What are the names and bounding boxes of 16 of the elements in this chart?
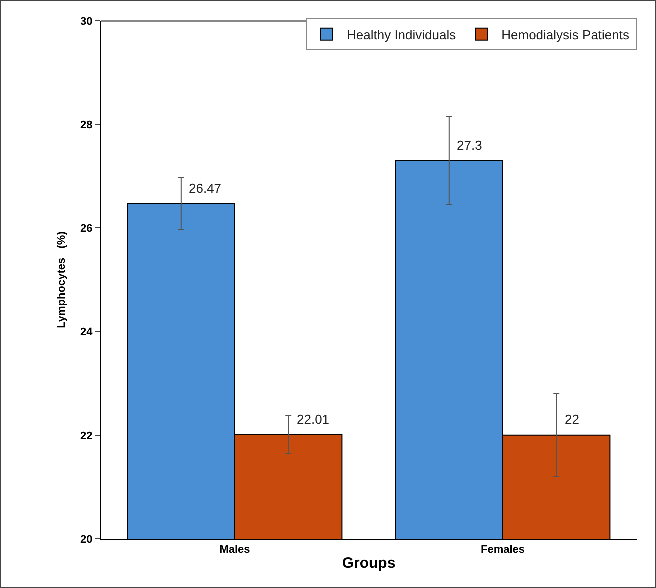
legend-label: Hemodialysis Patients xyxy=(502,27,630,42)
y-tick-label: 20 xyxy=(80,534,93,546)
y-tick-label: 28 xyxy=(80,119,93,132)
data-label: 22.01 xyxy=(297,412,330,427)
y-tick-label: 22 xyxy=(80,430,93,442)
y-tick-label: 30 xyxy=(80,16,93,28)
y-axis-title: Lymphocytes (%) xyxy=(56,231,68,328)
y-tick-label: 24 xyxy=(80,326,94,339)
data-label: 26.47 xyxy=(189,181,222,196)
data-label: 27.3 xyxy=(457,138,482,153)
x-axis-title: Groups xyxy=(342,555,396,572)
data-label: 22 xyxy=(565,412,580,427)
x-tick-label: Males xyxy=(220,544,250,556)
x-tick-label: Females xyxy=(480,544,526,556)
legend-label: Healthy Individuals xyxy=(347,27,457,42)
y-tick-label: 26 xyxy=(80,223,93,236)
